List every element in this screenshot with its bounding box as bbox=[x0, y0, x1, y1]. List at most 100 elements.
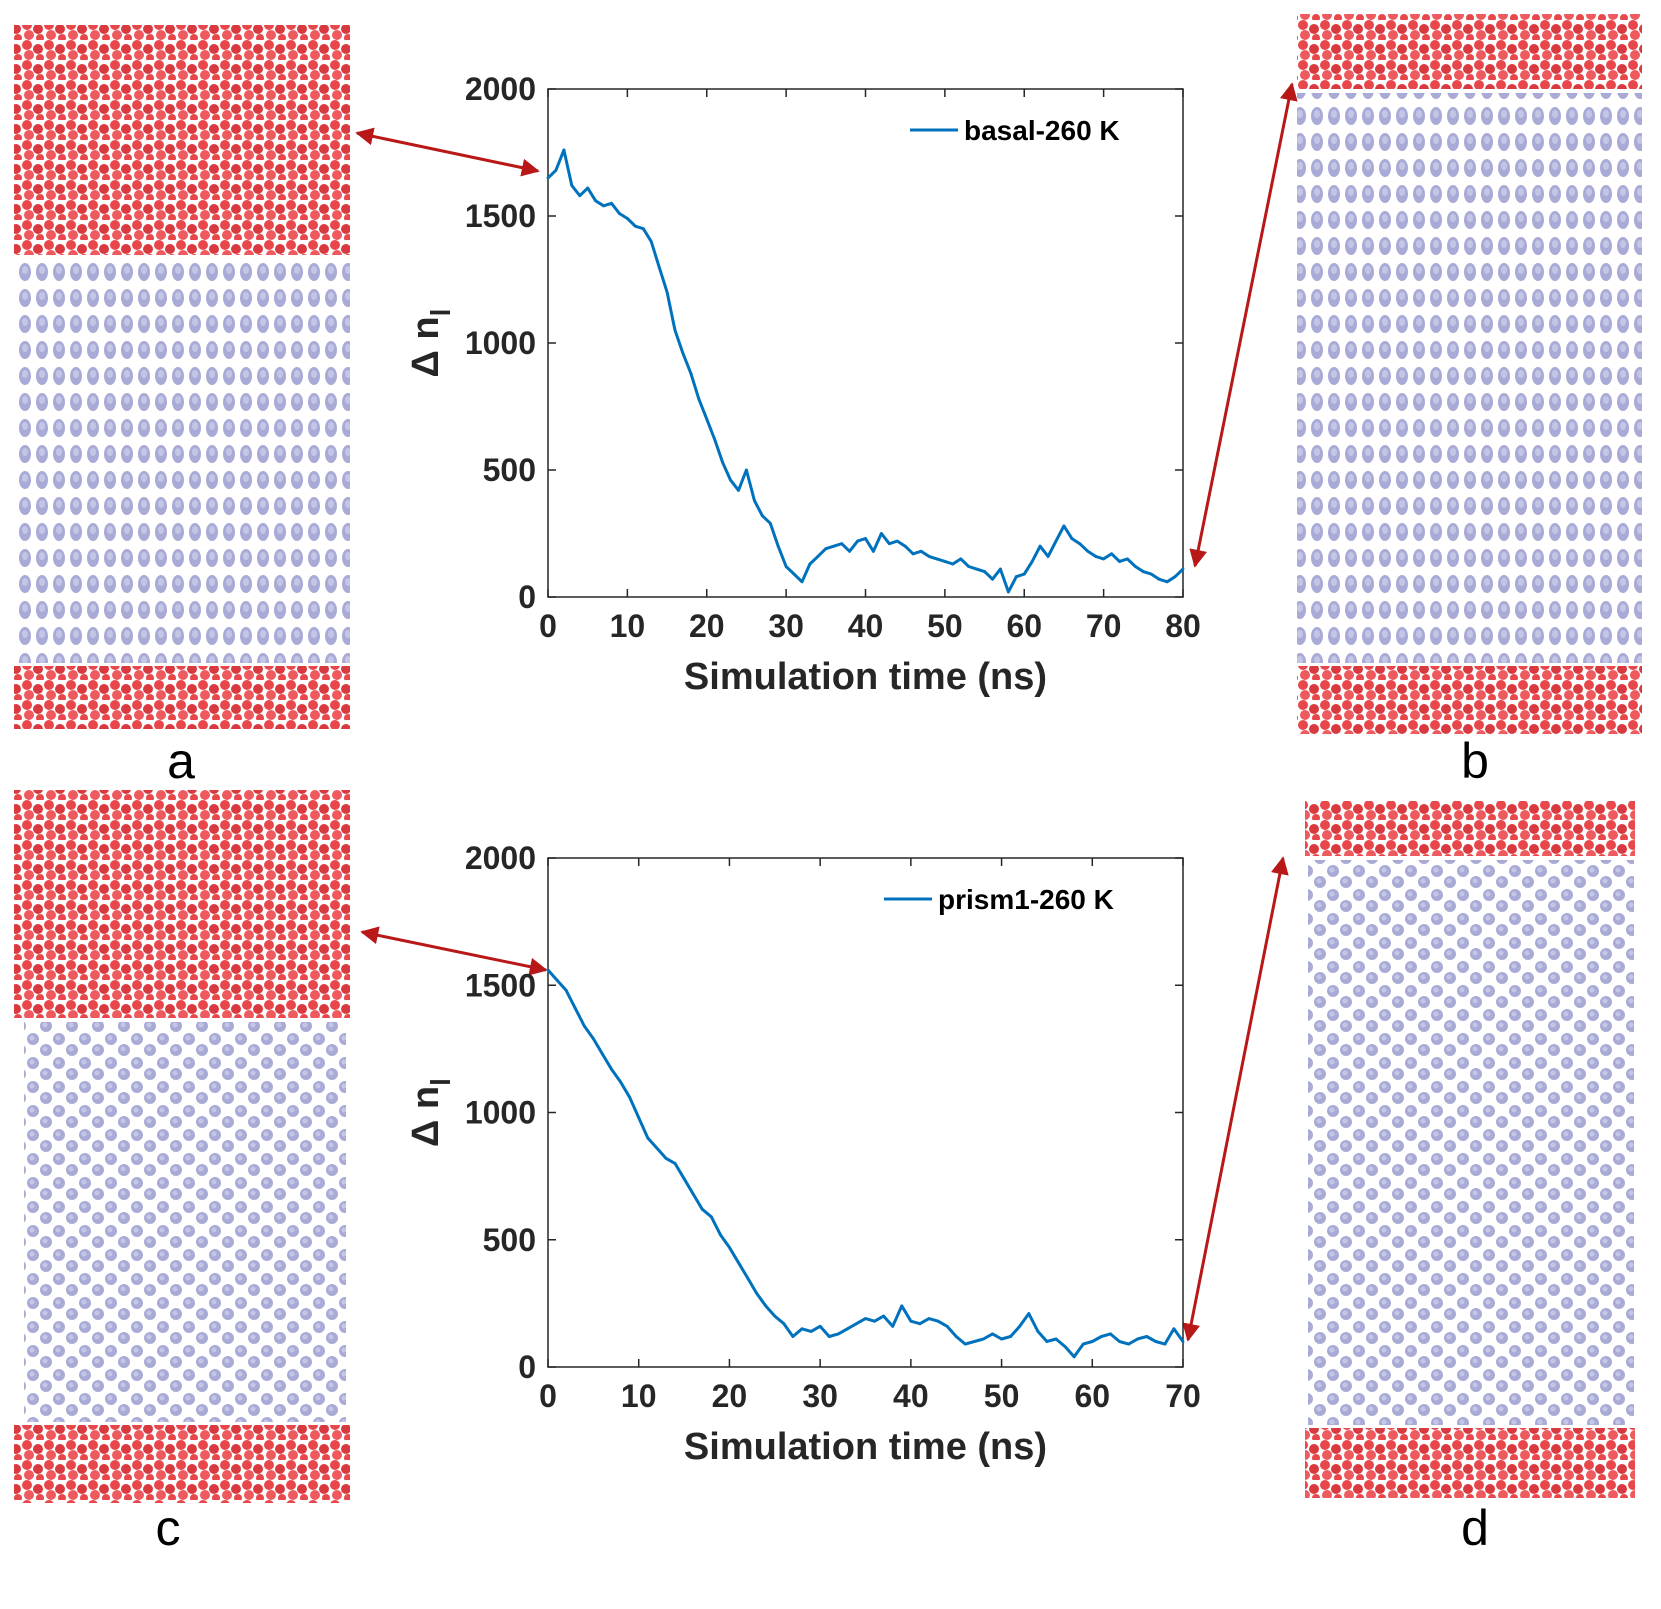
data-point bbox=[983, 570, 986, 573]
data-point bbox=[1009, 1335, 1013, 1338]
x-tick-label: 80 bbox=[1165, 608, 1201, 644]
data-point bbox=[641, 227, 645, 231]
data-point bbox=[619, 1080, 622, 1084]
data-point bbox=[816, 554, 820, 558]
y-tick-label: 1500 bbox=[465, 198, 536, 234]
data-point bbox=[873, 1319, 876, 1323]
data-point bbox=[1136, 1337, 1140, 1341]
data-point bbox=[832, 544, 836, 548]
x-tick-label: 40 bbox=[893, 1378, 929, 1414]
ice-layer bbox=[24, 1022, 346, 1422]
data-point bbox=[845, 1327, 849, 1331]
data-point bbox=[943, 560, 947, 563]
x-tick-label: 10 bbox=[621, 1378, 657, 1414]
liquid-layer-bottom bbox=[14, 1425, 350, 1503]
y-tick-label: 2000 bbox=[465, 840, 536, 876]
data-point bbox=[673, 328, 677, 332]
data-point bbox=[646, 1136, 650, 1140]
data-point bbox=[927, 554, 931, 558]
data-point bbox=[1099, 1335, 1103, 1338]
x-tick-label: 0 bbox=[539, 1378, 557, 1414]
liquid-layer-top bbox=[14, 25, 350, 255]
chart-prism1: 0 10 20 30 40 50 60 70 0 500 1000 1500 2000 prism1-26… bbox=[405, 840, 1201, 1468]
data-point bbox=[554, 168, 558, 172]
y-tick-label: 1500 bbox=[465, 967, 536, 1003]
data-point bbox=[895, 539, 899, 543]
data-point bbox=[1036, 1329, 1040, 1333]
x-tick-label: 30 bbox=[768, 608, 804, 644]
data-point bbox=[1030, 560, 1034, 563]
chart-basal: 0 10 20 30 40 50 60 70 80 0 500 1000 1500 2000 basal-2… bbox=[405, 71, 1201, 698]
y-axis-label: Δ nl bbox=[405, 1078, 456, 1147]
data-point bbox=[864, 1317, 867, 1321]
data-point bbox=[848, 549, 852, 553]
data-point bbox=[760, 514, 764, 518]
y-tick-label: 0 bbox=[518, 579, 536, 615]
data-point bbox=[745, 468, 748, 472]
data-point bbox=[882, 1314, 886, 1318]
panel-c-snapshot bbox=[14, 790, 350, 1503]
data-point bbox=[691, 1192, 695, 1196]
data-point bbox=[673, 1162, 677, 1165]
data-point bbox=[582, 1024, 586, 1028]
data-point bbox=[752, 499, 756, 502]
data-point bbox=[951, 562, 955, 566]
data-point bbox=[1018, 1324, 1022, 1328]
data-point bbox=[784, 565, 788, 568]
data-point bbox=[836, 1332, 840, 1336]
data-point bbox=[1102, 557, 1106, 561]
data-point bbox=[637, 1116, 641, 1119]
data-point bbox=[800, 580, 804, 584]
data-point bbox=[1070, 537, 1074, 540]
liquid-layer-bottom bbox=[1297, 666, 1642, 734]
legend-label: basal-260 K bbox=[964, 115, 1120, 146]
data-point bbox=[1022, 572, 1026, 576]
x-tick-label: 70 bbox=[1086, 608, 1122, 644]
data-point bbox=[573, 1006, 577, 1010]
data-point bbox=[1062, 524, 1066, 528]
data-point bbox=[1045, 1340, 1049, 1343]
data-point bbox=[791, 1335, 795, 1338]
data-point bbox=[1118, 1340, 1121, 1343]
data-point bbox=[689, 372, 693, 375]
x-tick-label: 20 bbox=[689, 608, 725, 644]
data-point bbox=[718, 1233, 722, 1237]
data-point bbox=[1149, 572, 1153, 576]
data-point bbox=[1165, 580, 1169, 584]
data-point bbox=[1038, 544, 1042, 548]
ice-layer bbox=[1308, 860, 1634, 1425]
arrow-chart-end-to-d bbox=[1182, 856, 1289, 1342]
data-point bbox=[697, 397, 701, 401]
data-point bbox=[911, 552, 915, 556]
y-tick-label: 500 bbox=[483, 1222, 536, 1258]
data-point bbox=[546, 176, 550, 180]
data-point bbox=[967, 565, 971, 568]
ice-layer bbox=[14, 258, 350, 663]
data-point bbox=[808, 562, 812, 566]
data-point bbox=[824, 547, 828, 551]
data-point bbox=[1090, 1340, 1094, 1343]
data-point bbox=[818, 1324, 822, 1328]
data-point bbox=[578, 194, 582, 198]
data-point bbox=[705, 417, 709, 421]
arrow-c-to-chart-start bbox=[360, 926, 548, 976]
panel-label-b: b bbox=[1461, 733, 1489, 789]
panel-d-snapshot bbox=[1305, 801, 1635, 1498]
liquid-layer-top bbox=[1297, 14, 1642, 89]
data-point bbox=[1172, 1327, 1176, 1331]
data-point bbox=[1086, 549, 1090, 553]
y-tick-label: 2000 bbox=[465, 71, 536, 107]
data-point bbox=[713, 438, 717, 441]
data-point bbox=[709, 1215, 713, 1219]
data-point bbox=[655, 1146, 659, 1150]
data-point bbox=[954, 1335, 958, 1338]
data-point bbox=[1054, 539, 1058, 543]
data-point bbox=[903, 544, 907, 548]
data-point bbox=[1181, 1340, 1185, 1343]
data-point bbox=[728, 1245, 731, 1249]
panel-b-snapshot bbox=[1297, 14, 1642, 734]
data-point bbox=[1133, 565, 1137, 568]
data-point bbox=[1000, 1337, 1003, 1341]
data-point bbox=[1141, 570, 1145, 573]
